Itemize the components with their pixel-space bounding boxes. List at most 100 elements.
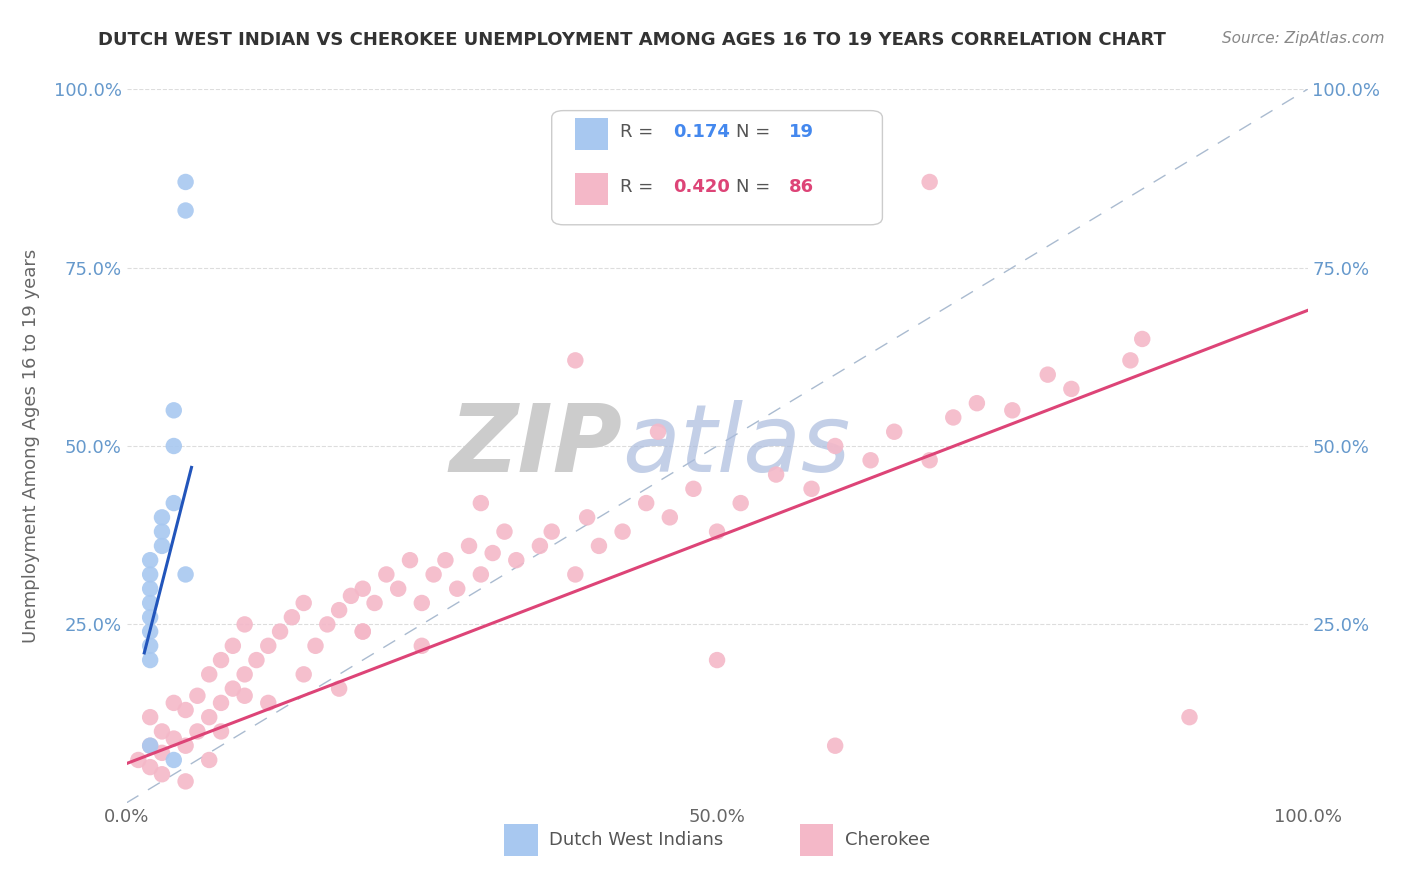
Point [1001, 403, 1024, 417]
Point [576, 510, 599, 524]
Point [269, 624, 291, 639]
Point [942, 410, 965, 425]
Point [163, 496, 186, 510]
Point [257, 639, 280, 653]
Point [1178, 710, 1201, 724]
Point [422, 567, 444, 582]
Point [399, 553, 422, 567]
Point [505, 553, 527, 567]
Point [198, 667, 221, 681]
Point [233, 689, 256, 703]
Point [139, 653, 162, 667]
Point [824, 739, 846, 753]
Text: Dutch West Indians: Dutch West Indians [550, 831, 724, 849]
Point [222, 681, 245, 696]
Point [564, 353, 586, 368]
Point [163, 403, 186, 417]
Point [918, 175, 941, 189]
Point [387, 582, 409, 596]
Point [918, 453, 941, 467]
Point [198, 753, 221, 767]
Point [139, 596, 162, 610]
Point [765, 189, 787, 203]
Point [658, 510, 681, 524]
Point [612, 524, 634, 539]
Point [139, 624, 162, 639]
Text: Source: ZipAtlas.com: Source: ZipAtlas.com [1222, 31, 1385, 46]
Point [174, 774, 197, 789]
Point [186, 689, 208, 703]
Point [139, 610, 162, 624]
Point [139, 567, 162, 582]
Point [352, 624, 374, 639]
Point [824, 439, 846, 453]
Point [292, 667, 315, 681]
Point [411, 596, 433, 610]
Point [209, 724, 232, 739]
Point [434, 553, 457, 567]
Text: Cherokee: Cherokee [845, 831, 929, 849]
Point [375, 567, 398, 582]
Point [174, 567, 197, 582]
Point [174, 739, 197, 753]
Text: 86: 86 [789, 178, 814, 196]
Point [150, 767, 173, 781]
Point [198, 710, 221, 724]
Point [186, 724, 208, 739]
Point [150, 746, 173, 760]
Point [352, 624, 374, 639]
Point [1130, 332, 1153, 346]
Point [163, 696, 186, 710]
Point [139, 760, 162, 774]
Point [209, 696, 232, 710]
Text: DUTCH WEST INDIAN VS CHEROKEE UNEMPLOYMENT AMONG AGES 16 TO 19 YEARS CORRELATION: DUTCH WEST INDIAN VS CHEROKEE UNEMPLOYME… [98, 31, 1167, 49]
Point [174, 703, 197, 717]
Point [163, 439, 186, 453]
Point [529, 539, 551, 553]
Text: R =: R = [620, 123, 659, 141]
Point [647, 425, 669, 439]
Point [139, 710, 162, 724]
FancyBboxPatch shape [575, 118, 609, 150]
FancyBboxPatch shape [575, 173, 609, 205]
Point [446, 582, 468, 596]
Point [328, 681, 350, 696]
Point [458, 539, 481, 553]
Point [139, 582, 162, 596]
Point [139, 739, 162, 753]
Text: N =: N = [735, 178, 776, 196]
Point [883, 425, 905, 439]
Point [340, 589, 363, 603]
Point [139, 553, 162, 567]
Point [470, 496, 492, 510]
Point [127, 753, 149, 767]
Point [1036, 368, 1059, 382]
Text: R =: R = [620, 178, 659, 196]
Point [706, 524, 728, 539]
Point [292, 596, 315, 610]
Point [481, 546, 503, 560]
Point [352, 582, 374, 596]
Point [1119, 353, 1142, 368]
Point [174, 203, 197, 218]
Point [564, 567, 586, 582]
Point [150, 724, 173, 739]
Point [150, 510, 173, 524]
Point [174, 175, 197, 189]
Point [470, 567, 492, 582]
Text: 0.174: 0.174 [673, 123, 730, 141]
Text: 19: 19 [789, 123, 814, 141]
Point [222, 639, 245, 653]
Point [682, 482, 704, 496]
Text: N =: N = [735, 123, 776, 141]
Point [150, 539, 173, 553]
Point [163, 753, 186, 767]
Point [411, 639, 433, 653]
Text: 0.420: 0.420 [673, 178, 730, 196]
Point [304, 639, 326, 653]
Point [150, 524, 173, 539]
Point [281, 610, 304, 624]
FancyBboxPatch shape [800, 824, 832, 856]
Point [163, 731, 186, 746]
Y-axis label: Unemployment Among Ages 16 to 19 years: Unemployment Among Ages 16 to 19 years [21, 249, 39, 643]
